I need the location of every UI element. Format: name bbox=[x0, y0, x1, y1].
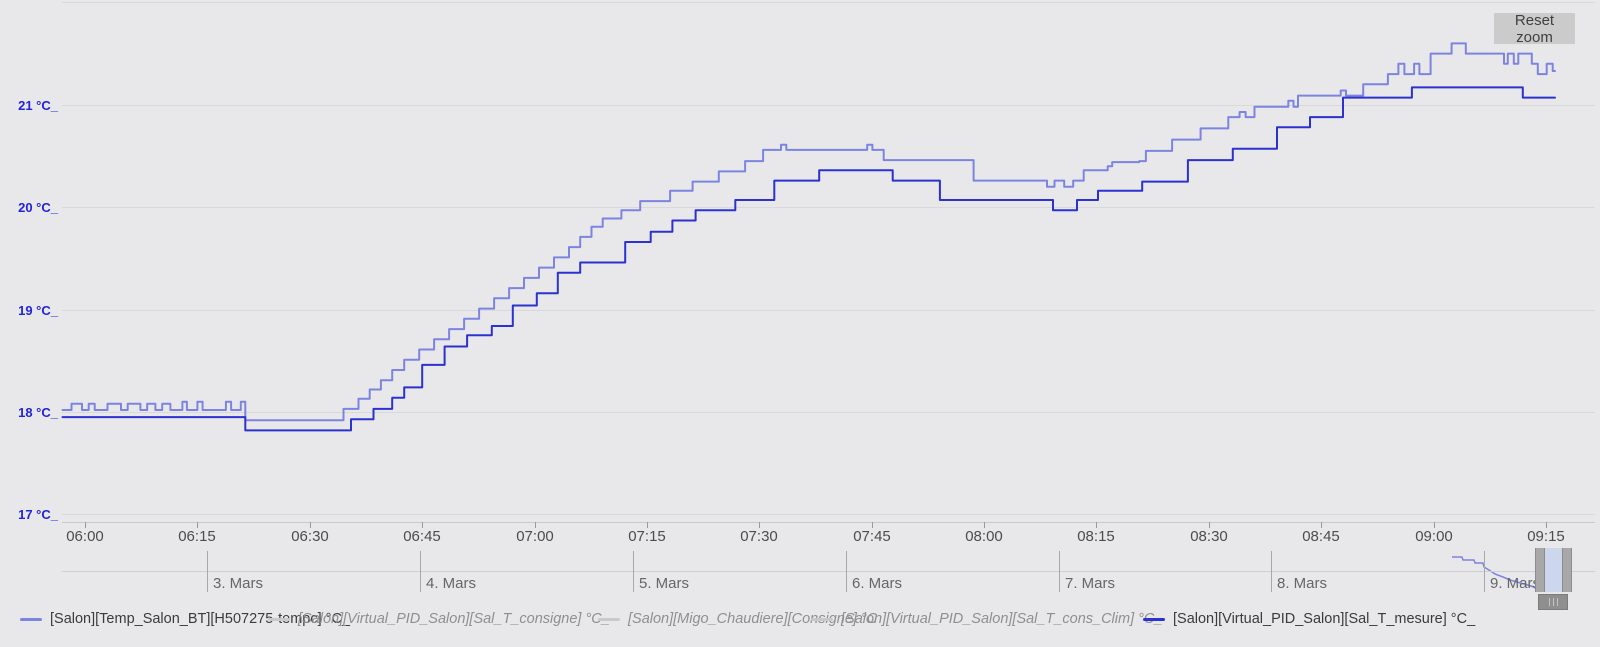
navigator-date-label-4-mars: 4. Mars bbox=[426, 575, 477, 592]
navigator-right-handle-icon[interactable] bbox=[1562, 548, 1572, 592]
x-tick-08:45 bbox=[1321, 522, 1322, 528]
x-tick-09:15 bbox=[1546, 522, 1547, 528]
x-axis-label-08:45: 08:45 bbox=[1302, 528, 1340, 545]
grip-line-icon bbox=[1552, 598, 1554, 606]
y-axis-label-18: 18 °C_ bbox=[18, 405, 58, 420]
x-axis-label-09:00: 09:00 bbox=[1415, 528, 1453, 545]
x-tick-07:00 bbox=[535, 522, 536, 528]
x-tick-06:45 bbox=[422, 522, 423, 528]
navigator-date-label-5-mars: 5. Mars bbox=[639, 575, 690, 592]
x-axis-line bbox=[62, 522, 1595, 523]
x-axis-label-07:15: 07:15 bbox=[628, 528, 666, 545]
navigator-axis-line bbox=[62, 571, 1595, 572]
x-axis-label-07:30: 07:30 bbox=[740, 528, 778, 545]
x-axis-label-08:15: 08:15 bbox=[1077, 528, 1115, 545]
navigator-tick-7-mars bbox=[1059, 551, 1060, 592]
x-axis-label-08:00: 08:00 bbox=[965, 528, 1003, 545]
gridline-18c bbox=[62, 412, 1595, 413]
gridline-21c bbox=[62, 105, 1595, 106]
legend-label: [Salon][Virtual_PID_Salon][Sal_T_cons_Cl… bbox=[841, 611, 1163, 627]
legend-dash-icon bbox=[268, 617, 290, 621]
gridline-22c bbox=[62, 2, 1595, 3]
navigator-selected-range[interactable] bbox=[1545, 548, 1562, 592]
grip-line-icon bbox=[1556, 598, 1558, 606]
navigator-tick-9-mars bbox=[1484, 551, 1485, 592]
navigator-date-label-9-mars: 9. Mars bbox=[1490, 575, 1541, 592]
navigator-left-handle-icon[interactable] bbox=[1535, 548, 1545, 592]
x-axis-label-06:45: 06:45 bbox=[403, 528, 441, 545]
legend-label: [Salon][Temp_Salon_BT][H507275-tempc] °C… bbox=[50, 611, 350, 627]
navigator-tick-4-mars bbox=[420, 551, 421, 592]
navigator-tick-8-mars bbox=[1271, 551, 1272, 592]
gridline-19c bbox=[62, 310, 1595, 311]
legend-item-3[interactable]: [Salon][Migo_Chaudiere][Consigne] °C bbox=[598, 605, 877, 633]
navigator-tick-3-mars bbox=[207, 551, 208, 592]
series-temp-salon-bt-line bbox=[61, 42, 1556, 422]
navigator-date-label-3-mars: 3. Mars bbox=[213, 575, 264, 592]
gridline-17c bbox=[62, 514, 1595, 515]
y-axis-label-20: 20 °C_ bbox=[18, 200, 58, 215]
x-tick-07:15 bbox=[647, 522, 648, 528]
legend-dash-icon bbox=[811, 617, 833, 621]
legend-dash-icon bbox=[1143, 617, 1165, 621]
x-axis-label-07:00: 07:00 bbox=[516, 528, 554, 545]
x-axis-label-09:15: 09:15 bbox=[1527, 528, 1565, 545]
y-axis-label-19: 19 °C_ bbox=[18, 303, 58, 318]
navigator-tick-5-mars bbox=[633, 551, 634, 592]
navigator-tick-6-mars bbox=[846, 551, 847, 592]
navigator-date-label-7-mars: 7. Mars bbox=[1065, 575, 1116, 592]
x-tick-07:45 bbox=[872, 522, 873, 528]
gridline-20c bbox=[62, 207, 1595, 208]
x-tick-06:00 bbox=[85, 522, 86, 528]
legend-dash-icon bbox=[20, 617, 42, 621]
chart-legend: [Salon][Temp_Salon_BT][H507275-tempc] °C… bbox=[0, 605, 1600, 635]
y-axis-label-17: 17 °C_ bbox=[18, 507, 58, 522]
legend-label: [Salon][Migo_Chaudiere][Consigne] °C bbox=[628, 611, 878, 627]
x-axis-label-06:30: 06:30 bbox=[291, 528, 329, 545]
x-tick-08:15 bbox=[1096, 522, 1097, 528]
grip-line-icon bbox=[1548, 598, 1550, 606]
x-tick-07:30 bbox=[759, 522, 760, 528]
legend-item-1[interactable]: [Salon][Temp_Salon_BT][H507275-tempc] °C… bbox=[20, 605, 350, 633]
legend-dash-icon bbox=[598, 617, 620, 621]
legend-item-2[interactable]: [Salon][Virtual_PID_Salon][Sal_T_consign… bbox=[268, 605, 610, 633]
legend-label: [Salon][Virtual_PID_Salon][Sal_T_mesure]… bbox=[1173, 611, 1476, 627]
legend-label: [Salon][Virtual_PID_Salon][Sal_T_consign… bbox=[298, 611, 610, 627]
legend-item-5[interactable]: [Salon][Virtual_PID_Salon][Sal_T_mesure]… bbox=[1143, 605, 1475, 633]
x-axis-label-06:00: 06:00 bbox=[66, 528, 104, 545]
x-axis-label-06:15: 06:15 bbox=[178, 528, 216, 545]
navigator-date-label-6-mars: 6. Mars bbox=[852, 575, 903, 592]
x-tick-08:30 bbox=[1209, 522, 1210, 528]
x-tick-06:30 bbox=[310, 522, 311, 528]
legend-item-4[interactable]: [Salon][Virtual_PID_Salon][Sal_T_cons_Cl… bbox=[811, 605, 1162, 633]
x-axis-label-07:45: 07:45 bbox=[853, 528, 891, 545]
y-axis-label-21: 21 °C_ bbox=[18, 98, 58, 113]
navigator-scrollbar-thumb[interactable] bbox=[1538, 594, 1568, 610]
navigator-date-label-8-mars: 8. Mars bbox=[1277, 575, 1328, 592]
series-sal-t-mesure-line bbox=[61, 86, 1556, 432]
x-tick-09:00 bbox=[1434, 522, 1435, 528]
reset-zoom-button[interactable]: Reset zoom bbox=[1494, 12, 1575, 46]
x-tick-06:15 bbox=[197, 522, 198, 528]
x-tick-08:00 bbox=[984, 522, 985, 528]
x-axis-label-08:30: 08:30 bbox=[1190, 528, 1228, 545]
